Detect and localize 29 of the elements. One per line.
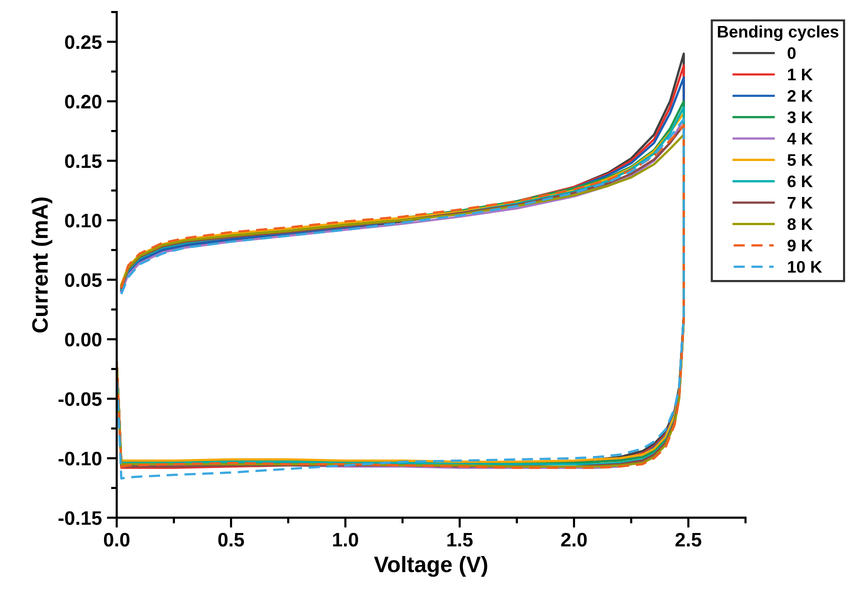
x-axis-title: Voltage (V): [374, 556, 488, 577]
legend-label: 7 K: [788, 197, 813, 208]
y-tick-label: -0.10: [58, 452, 102, 466]
y-tick-label: 0.10: [65, 214, 102, 228]
y-tick-label: -0.15: [58, 511, 102, 525]
legend-label: 3 K: [787, 111, 813, 124]
legend-label: 0: [788, 47, 796, 60]
x-tick-label: 2.5: [676, 532, 702, 547]
legend-label: 6 K: [788, 175, 813, 188]
y-axis-title: Current (mA): [32, 197, 52, 332]
x-tick-label: 1.5: [447, 533, 473, 547]
y-tick-label: 0.25: [65, 35, 102, 50]
legend-label: 5 K: [788, 154, 813, 166]
y-tick-label: 0.15: [65, 154, 102, 168]
y-tick-label: 0.00: [65, 332, 102, 346]
legend-label: 9 K: [788, 240, 813, 252]
x-tick-label: 2.0: [561, 532, 587, 547]
legend-label: 10 K: [788, 260, 822, 273]
legend-label: 8 K: [788, 218, 813, 230]
legend-label: 1 K: [788, 68, 813, 80]
x-tick-label: 0.0: [104, 532, 130, 547]
legend-label: 4 K: [787, 132, 813, 144]
x-tick-label: 0.5: [218, 532, 244, 547]
y-tick-label: -0.05: [58, 392, 102, 406]
legend-title: Bending cycles: [718, 25, 838, 41]
x-tick-label: 1.0: [333, 532, 358, 547]
y-tick-label: 0.20: [65, 94, 102, 109]
y-tick-label: 0.05: [65, 273, 102, 287]
legend-label: 2 K: [788, 90, 813, 102]
